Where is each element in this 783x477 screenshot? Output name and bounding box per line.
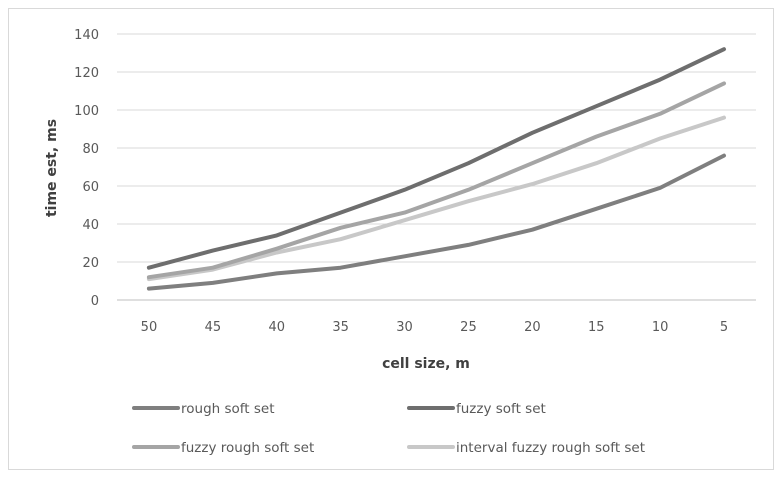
series-lines	[146, 47, 726, 291]
x-tick-label: 10	[652, 320, 669, 335]
legend-item: fuzzy soft set	[407, 401, 546, 417]
series-line-rough-soft-set	[146, 153, 726, 291]
series-line-interval-fuzzy-rough-soft-set	[146, 115, 726, 282]
series-line-fuzzy-soft-set	[146, 47, 726, 270]
y-tick-label: 120	[74, 66, 99, 81]
x-tick-label: 35	[332, 320, 349, 335]
legend-label: fuzzy soft set	[456, 401, 546, 417]
legend-item: rough soft set	[132, 401, 275, 417]
legend-label: rough soft set	[181, 401, 275, 417]
y-tick-label: 100	[74, 104, 99, 119]
x-tick-label: 25	[460, 320, 477, 335]
x-tick-label: 5	[720, 320, 728, 335]
y-tick-label: 0	[91, 294, 99, 309]
legend-item: interval fuzzy rough soft set	[407, 440, 645, 456]
y-tick-labels: 0 20 40 60 80 100 120 140	[74, 28, 99, 309]
x-tick-labels: 50 45 40 35 30 25 20 15 10 5	[141, 320, 729, 335]
gridlines	[117, 33, 756, 301]
series-line-fuzzy-rough-soft-set	[146, 81, 726, 280]
x-tick-label: 40	[268, 320, 285, 335]
x-tick-label: 50	[141, 320, 158, 335]
legend: rough soft set fuzzy soft set fuzzy rough …	[132, 401, 645, 456]
x-tick-label: 20	[524, 320, 541, 335]
y-tick-label: 20	[82, 256, 99, 271]
y-tick-label: 140	[74, 28, 99, 43]
y-axis-title: time est, ms	[44, 119, 60, 217]
legend-label: interval fuzzy rough soft set	[456, 440, 645, 456]
legend-label: fuzzy rough soft set	[181, 440, 314, 456]
legend-item: fuzzy rough soft set	[132, 440, 314, 456]
y-tick-label: 80	[82, 142, 99, 157]
x-tick-label: 45	[205, 320, 222, 335]
x-axis-title: cell size, m	[382, 356, 470, 372]
y-tick-label: 60	[82, 180, 99, 195]
y-tick-label: 40	[82, 218, 99, 233]
x-tick-label: 30	[396, 320, 413, 335]
x-tick-label: 15	[588, 320, 605, 335]
